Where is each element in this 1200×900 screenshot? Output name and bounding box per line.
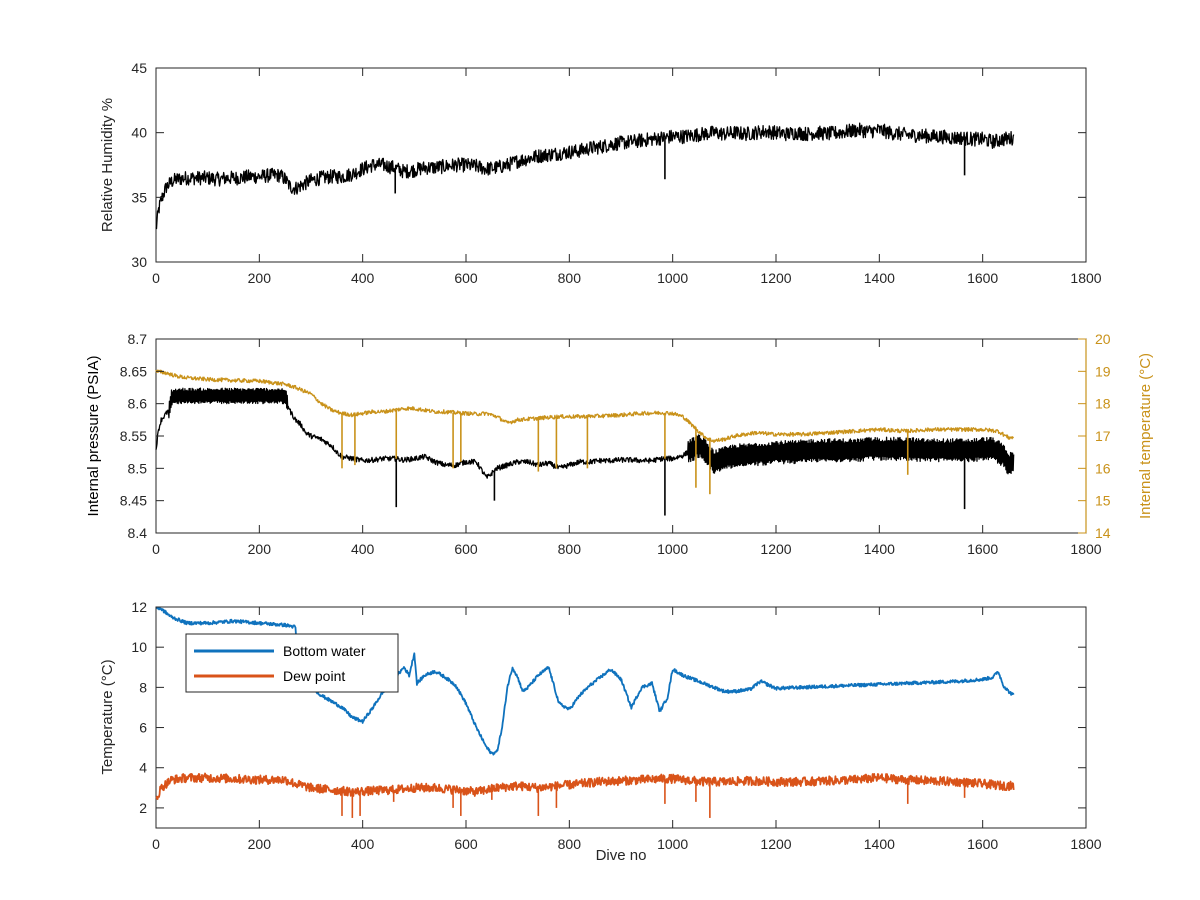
temperature-y-tick-label: 12 <box>131 599 147 615</box>
temperature-x-tick-label: 1400 <box>864 836 895 852</box>
humidity-x-tick-label: 0 <box>152 270 160 286</box>
pressure-x-tick-label: 1400 <box>864 541 895 557</box>
temperature-y2-axis-label: Internal temperature (°C) <box>1137 353 1154 519</box>
legend: Bottom water Dew point <box>185 633 399 693</box>
temperature-y2-tick-label: 16 <box>1095 460 1111 476</box>
humidity-y-tick-label: 40 <box>131 125 147 141</box>
humidity-x-ticks: 0 200 400 600 800 1000 1200 1400 1600 1800 <box>152 68 1102 286</box>
humidity-x-tick-label: 1200 <box>760 270 791 286</box>
legend-label-bottom-water: Bottom water <box>283 643 366 659</box>
pressure-x-tick-label: 1800 <box>1070 541 1101 557</box>
pressure-series-line-1 <box>155 369 1015 444</box>
pressure-x-tick-label: 800 <box>558 541 582 557</box>
temperature-x-tick-label: 200 <box>248 836 272 852</box>
humidity-x-tick-label: 1000 <box>657 270 688 286</box>
humidity-x-tick-label: 1400 <box>864 270 895 286</box>
humidity-x-tick-label: 1800 <box>1070 270 1101 286</box>
pressure-y-tick-label: 8.45 <box>120 493 147 509</box>
temperature-y2-ticks: 14 15 16 17 18 19 20 <box>1078 331 1111 541</box>
pressure-y-axis-label: Internal pressure (PSIA) <box>85 356 102 517</box>
legend-box <box>185 633 399 693</box>
humidity-series-line-0 <box>155 122 1015 230</box>
pressure-x-tick-label: 1000 <box>657 541 688 557</box>
pressure-x-tick-label: 400 <box>351 541 375 557</box>
pressure-panel: 0 200 400 600 800 1000 1200 1400 1600 1800 8.48.4… <box>85 331 1154 557</box>
temperature-y2-tick-label: 15 <box>1095 493 1111 509</box>
pressure-y-tick-label: 8.7 <box>128 331 148 347</box>
humidity-x-tick-label: 800 <box>558 270 582 286</box>
temperature-y-ticks: 2 4 6 8 10 12 <box>131 599 1086 816</box>
temperature-y-tick-label: 8 <box>139 679 147 695</box>
humidity-panel: 0 200 400 600 800 1000 1200 1400 1600 1800 30 35 40… <box>99 60 1102 286</box>
pressure-x-tick-label: 600 <box>454 541 478 557</box>
pressure-x-tick-label: 0 <box>152 541 160 557</box>
temperature-x-tick-label: 1200 <box>760 836 791 852</box>
temperature-y2-tick-label: 18 <box>1095 396 1111 412</box>
temperature-x-axis-label: Dive no <box>596 847 647 864</box>
humidity-y-tick-label: 30 <box>131 254 147 270</box>
temperature-x-tick-label: 800 <box>558 836 582 852</box>
temperature-panel: 0 200 400 600 800 1000 1200 1400 1600 1800 2 4 6 8 10… <box>99 599 1102 864</box>
temperature-x-tick-label: 0 <box>152 836 160 852</box>
humidity-y-tick-label: 35 <box>131 189 147 205</box>
humidity-x-tick-label: 1600 <box>967 270 998 286</box>
temperature-y2-tick-label: 19 <box>1095 363 1111 379</box>
pressure-x-tick-label: 1200 <box>760 541 791 557</box>
temperature-y-tick-label: 6 <box>139 720 147 736</box>
humidity-axes-box <box>155 67 1087 263</box>
pressure-y-tick-label: 8.6 <box>128 396 148 412</box>
pressure-y-ticks: 8.4 8.45 8.5 8.55 8.6 8.65 8.7 <box>120 331 164 541</box>
temperature-y-axis-label: Temperature (°C) <box>99 659 116 774</box>
pressure-y-tick-label: 8.65 <box>120 363 147 379</box>
pressure-series-group <box>155 369 1015 516</box>
pressure-y-tick-label: 8.5 <box>128 460 148 476</box>
temperature-y2-tick-label: 14 <box>1095 525 1111 541</box>
pressure-x-ticks: 0 200 400 600 800 1000 1200 1400 1600 1800 <box>152 339 1102 557</box>
humidity-x-tick-label: 200 <box>248 270 272 286</box>
humidity-y-ticks: 30 35 40 45 <box>131 60 1086 270</box>
pressure-series-line-0 <box>155 387 1015 479</box>
temperature-y2-tick-label: 17 <box>1095 428 1111 444</box>
pressure-y-tick-label: 8.4 <box>128 525 148 541</box>
pressure-y-tick-label: 8.55 <box>120 428 147 444</box>
temperature-y-tick-label: 10 <box>131 639 147 655</box>
temperature-x-tick-label: 1800 <box>1070 836 1101 852</box>
humidity-x-tick-label: 600 <box>454 270 478 286</box>
temperature-x-tick-label: 600 <box>454 836 478 852</box>
pressure-axes-box <box>155 338 1087 534</box>
humidity-series-group <box>155 122 1015 230</box>
temperature-x-tick-label: 1000 <box>657 836 688 852</box>
temperature-x-tick-label: 1600 <box>967 836 998 852</box>
pressure-x-tick-label: 200 <box>248 541 272 557</box>
legend-label-dew-point: Dew point <box>283 668 345 684</box>
temperature-series-line-1 <box>155 772 1015 801</box>
humidity-x-tick-label: 400 <box>351 270 375 286</box>
temperature-y-tick-label: 4 <box>139 760 147 776</box>
temperature-x-tick-label: 400 <box>351 836 375 852</box>
temperature-y2-tick-label: 20 <box>1095 331 1111 347</box>
temperature-x-ticks: 0 200 400 600 800 1000 1200 1400 1600 1800 <box>152 607 1102 852</box>
humidity-y-axis-label: Relative Humidity % <box>99 98 116 232</box>
temperature-y-tick-label: 2 <box>139 800 147 816</box>
humidity-y-tick-label: 45 <box>131 60 147 76</box>
pressure-x-tick-label: 1600 <box>967 541 998 557</box>
